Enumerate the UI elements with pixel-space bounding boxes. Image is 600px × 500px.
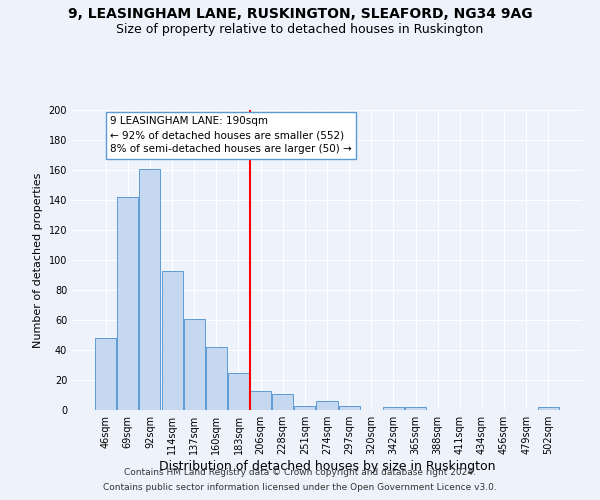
Bar [184, 318, 205, 410]
Text: Contains HM Land Registry data © Crown copyright and database right 2024.: Contains HM Land Registry data © Crown c… [124, 468, 476, 477]
Text: Contains public sector information licensed under the Open Government Licence v3: Contains public sector information licen… [103, 483, 497, 492]
Text: 9 LEASINGHAM LANE: 190sqm
← 92% of detached houses are smaller (552)
8% of semi-: 9 LEASINGHAM LANE: 190sqm ← 92% of detac… [110, 116, 352, 154]
Bar [538, 407, 559, 410]
Text: Size of property relative to detached houses in Ruskington: Size of property relative to detached ho… [116, 22, 484, 36]
Bar [338, 406, 359, 410]
Bar [118, 197, 139, 410]
Bar [405, 407, 426, 410]
Bar [139, 168, 160, 410]
Bar [272, 394, 293, 410]
Bar [161, 270, 182, 410]
Y-axis label: Number of detached properties: Number of detached properties [33, 172, 43, 348]
Text: 9, LEASINGHAM LANE, RUSKINGTON, SLEAFORD, NG34 9AG: 9, LEASINGHAM LANE, RUSKINGTON, SLEAFORD… [68, 8, 532, 22]
Bar [228, 372, 249, 410]
Bar [95, 338, 116, 410]
Bar [316, 401, 338, 410]
Bar [295, 406, 316, 410]
X-axis label: Distribution of detached houses by size in Ruskington: Distribution of detached houses by size … [159, 460, 495, 473]
Bar [383, 407, 404, 410]
Bar [250, 390, 271, 410]
Bar [206, 347, 227, 410]
